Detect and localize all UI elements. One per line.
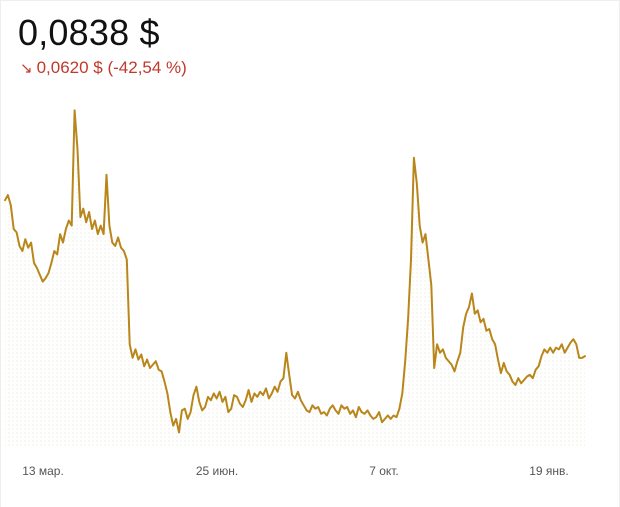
trend-down-icon: ↘ xyxy=(20,60,33,77)
x-axis: 13 мар. 25 июн. 7 окт. 19 янв. xyxy=(22,464,569,478)
price-change-value: 0,0620 $ (-42,54 %) xyxy=(36,58,187,77)
x-tick-label: 19 янв. xyxy=(529,464,569,478)
price-area xyxy=(5,110,585,446)
current-price: 0,0838 $ xyxy=(18,12,160,53)
price-change: ↘ 0,0620 $ (-42,54 %) xyxy=(20,58,187,78)
x-tick-label: 7 окт. xyxy=(369,464,399,478)
x-tick-label: 13 мар. xyxy=(22,464,64,478)
price-line xyxy=(4,109,586,434)
x-tick-label: 25 июн. xyxy=(196,464,238,478)
